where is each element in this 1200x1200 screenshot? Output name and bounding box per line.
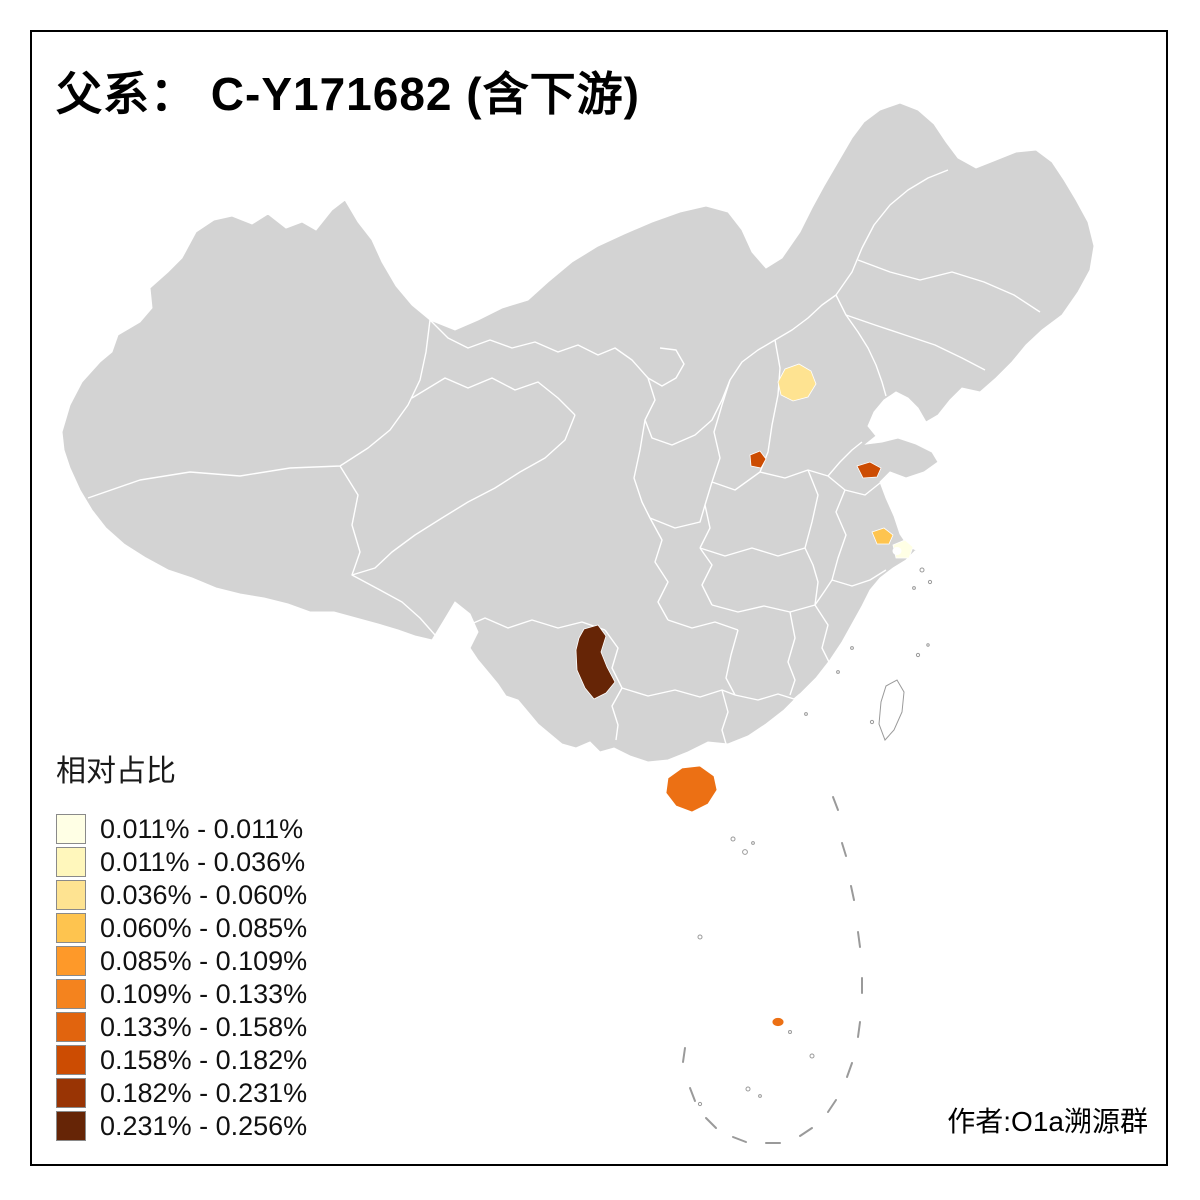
legend-item: 0.158% - 0.182%	[56, 1045, 307, 1075]
islet	[697, 934, 703, 940]
legend-swatch	[56, 814, 86, 844]
legend-swatch	[56, 913, 86, 943]
legend-title: 相对占比	[56, 755, 176, 788]
islet	[912, 586, 916, 590]
islet	[742, 849, 748, 855]
legend-swatch	[56, 1012, 86, 1042]
islet	[869, 719, 875, 725]
legend-swatch	[56, 1078, 86, 1108]
lake-taihu	[892, 547, 902, 555]
legend-label: 0.158% - 0.182%	[100, 1044, 308, 1075]
islet	[788, 1030, 792, 1034]
highlight-jiangsu-north-spot	[856, 461, 882, 479]
map-title: 父系： C-Y171682 (含下游)	[56, 68, 640, 120]
legend-item: 0.085% - 0.109%	[56, 946, 307, 976]
legend-swatch	[56, 979, 86, 1009]
legend-label: 0.109% - 0.133%	[100, 978, 308, 1009]
plot-frame	[30, 30, 1168, 1166]
legend-item: 0.036% - 0.060%	[56, 880, 307, 910]
islet	[915, 652, 921, 658]
islet	[850, 646, 854, 650]
attribution: 作者:O1a溯源群	[947, 1106, 1148, 1137]
islet	[926, 643, 930, 647]
legend-item: 0.060% - 0.085%	[56, 913, 307, 943]
legend-label: 0.011% - 0.011%	[100, 813, 304, 844]
islands	[697, 567, 933, 1107]
islet	[751, 841, 755, 845]
legend-swatch	[56, 946, 86, 976]
legend-label: 0.182% - 0.231%	[100, 1077, 308, 1108]
islet	[919, 567, 925, 573]
islet	[836, 670, 840, 674]
legend-swatch	[56, 1111, 86, 1141]
taiwan-island	[878, 679, 905, 741]
legend-swatch	[56, 880, 86, 910]
islet	[758, 1094, 762, 1098]
province-borders	[87, 169, 1041, 745]
islet	[809, 1053, 815, 1059]
islet	[697, 1101, 703, 1107]
china-mainland	[61, 102, 1095, 763]
legend-label: 0.036% - 0.060%	[100, 879, 308, 910]
highlight-yunnan-central-spot	[575, 624, 616, 700]
highlight-hainan-island	[665, 765, 718, 813]
highlight-south-china-sea-islet	[771, 1017, 785, 1027]
legend-item: 0.133% - 0.158%	[56, 1012, 307, 1042]
legend-swatch	[56, 847, 86, 877]
legend-swatch	[56, 1045, 86, 1075]
legend-label: 0.231% - 0.256%	[100, 1110, 308, 1141]
legend-label: 0.133% - 0.158%	[100, 1011, 308, 1042]
legend-item: 0.231% - 0.256%	[56, 1111, 307, 1141]
legend-label: 0.011% - 0.036%	[100, 846, 306, 877]
islet	[730, 836, 736, 842]
islet	[804, 712, 808, 716]
legend-item: 0.182% - 0.231%	[56, 1078, 307, 1108]
nine-dash-line	[682, 796, 863, 1144]
legend-label: 0.060% - 0.085%	[100, 912, 308, 943]
legend-label: 0.085% - 0.109%	[100, 945, 308, 976]
legend-item: 0.109% - 0.133%	[56, 979, 307, 1009]
highlight-beijing-area	[777, 363, 817, 402]
highlight-regions	[575, 363, 914, 1027]
highlight-shanxi-south-spot	[749, 450, 767, 469]
legend-item: 0.011% - 0.011%	[56, 814, 307, 844]
legend: 相对占比 0.011% - 0.011% 0.011% - 0.036% 0.0…	[56, 746, 307, 1144]
islet	[745, 1086, 751, 1092]
legend-item: 0.011% - 0.036%	[56, 847, 307, 877]
highlight-jiangsu-south-spot	[871, 527, 894, 545]
islet	[927, 579, 933, 585]
